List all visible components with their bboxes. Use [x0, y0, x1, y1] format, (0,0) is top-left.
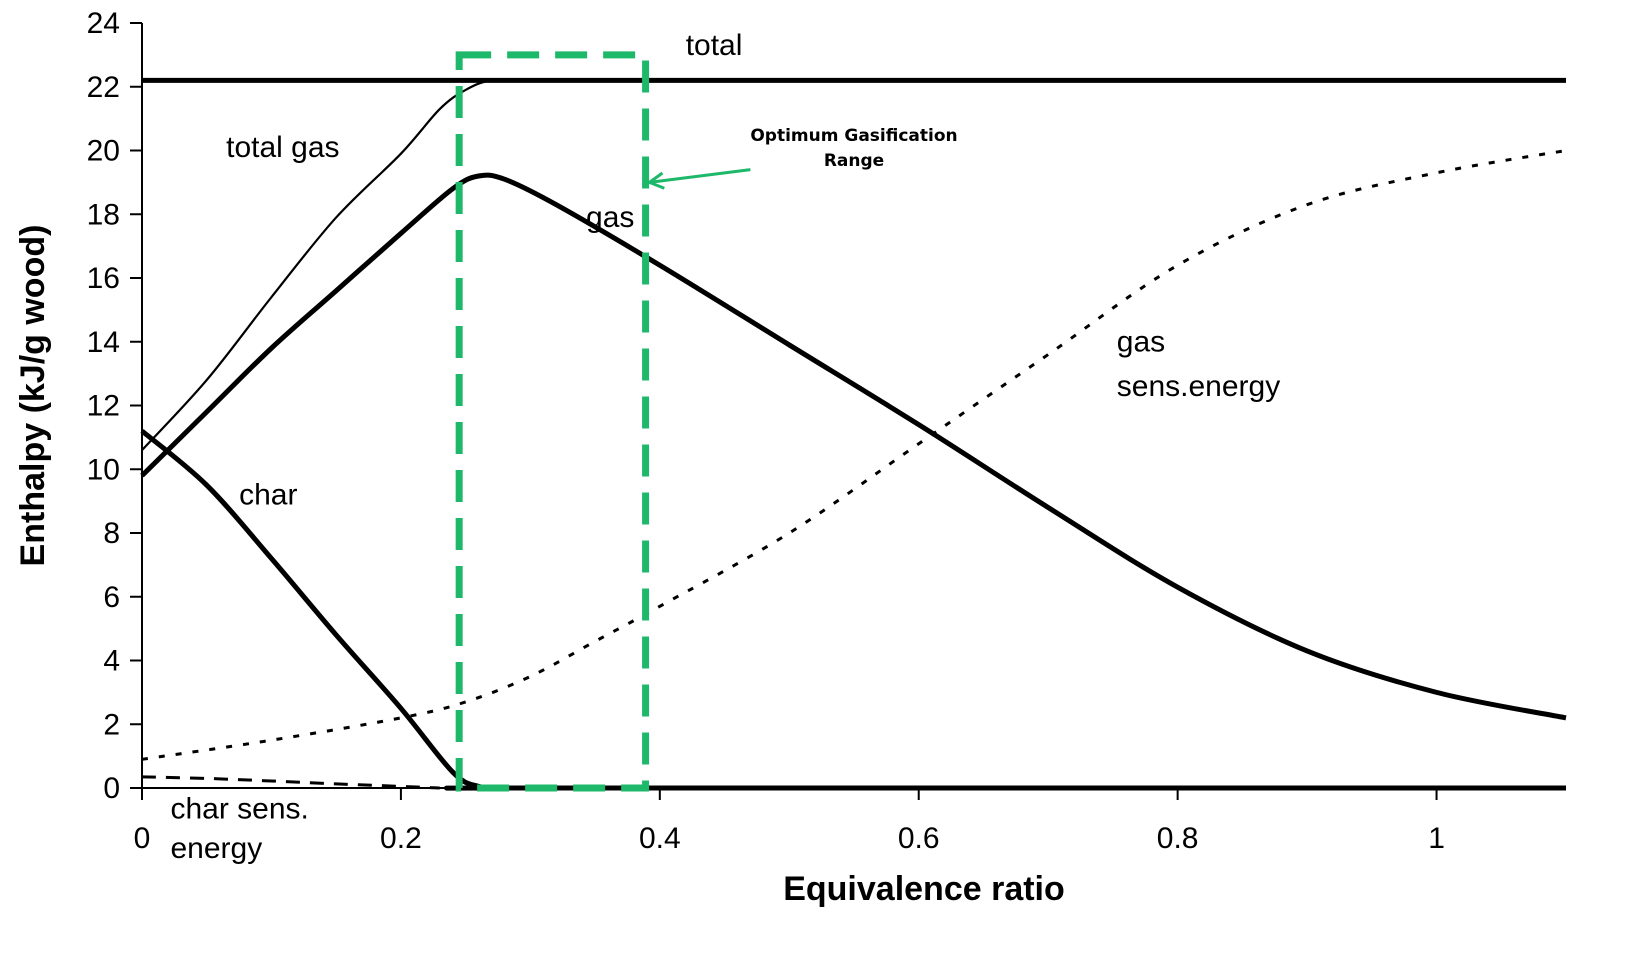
- y-tick-label: 10: [87, 453, 120, 486]
- x-tick-label: 0.2: [380, 822, 422, 855]
- annotation-layer: total total gas gas gas sens.energy char char …: [170, 29, 1280, 865]
- y-tick-label: 0: [103, 772, 120, 805]
- y-tick-label: 20: [87, 135, 120, 168]
- x-tick-label: 0.8: [1157, 822, 1199, 855]
- series-annotation: total: [686, 29, 743, 62]
- series-annotation: gas: [586, 201, 634, 234]
- y-tick-label: 2: [103, 708, 120, 741]
- series-line-char-sens-energy: [141, 775, 440, 790]
- callout-label-line1: Optimum Gasification: [750, 126, 957, 146]
- x-tick-label: 0.6: [898, 822, 940, 855]
- x-axis-title: Equivalence ratio: [783, 870, 1065, 908]
- series-line-gas: [140, 172, 1567, 721]
- series-annotation: char sens.: [170, 792, 308, 825]
- x-tick-label: 1: [1428, 822, 1445, 855]
- optimum-range-highlight: Optimum Gasification Range: [455, 51, 958, 792]
- y-tick-label: 8: [103, 517, 120, 550]
- y-tick-label: 4: [103, 645, 120, 678]
- y-axis-title: Enthalpy (kJ/g wood): [14, 225, 52, 567]
- x-tick-label: 0.4: [639, 822, 681, 855]
- series-annotation: sens.energy: [1117, 370, 1280, 403]
- y-tick-label: 24: [87, 7, 120, 40]
- series-annotation: total gas: [226, 131, 339, 164]
- y-tick-label: 12: [87, 390, 120, 423]
- y-tick-label: 18: [87, 198, 120, 231]
- y-tick-label: 6: [103, 581, 120, 614]
- series-layer: [140, 77, 1567, 791]
- series-annotation: gas: [1117, 325, 1165, 358]
- y-tick-label: 22: [87, 71, 120, 104]
- series-annotation: char: [239, 478, 297, 511]
- series-line-char: [140, 429, 1566, 791]
- series-line-gas-sens-energy: [141, 149, 1567, 761]
- x-axis-ticks: 0 0.2 0.4 0.6 0.8 1: [134, 788, 1445, 855]
- y-tick-label: 14: [87, 326, 120, 359]
- series-annotation: energy: [170, 832, 262, 865]
- callout-label-line2: Range: [824, 151, 884, 171]
- callout-arrow-head-icon: [646, 171, 665, 190]
- y-tick-label: 16: [87, 262, 120, 295]
- x-tick-label: 0: [134, 822, 151, 855]
- optimum-range-box: [455, 51, 650, 792]
- callout-arrow-line: [649, 168, 751, 184]
